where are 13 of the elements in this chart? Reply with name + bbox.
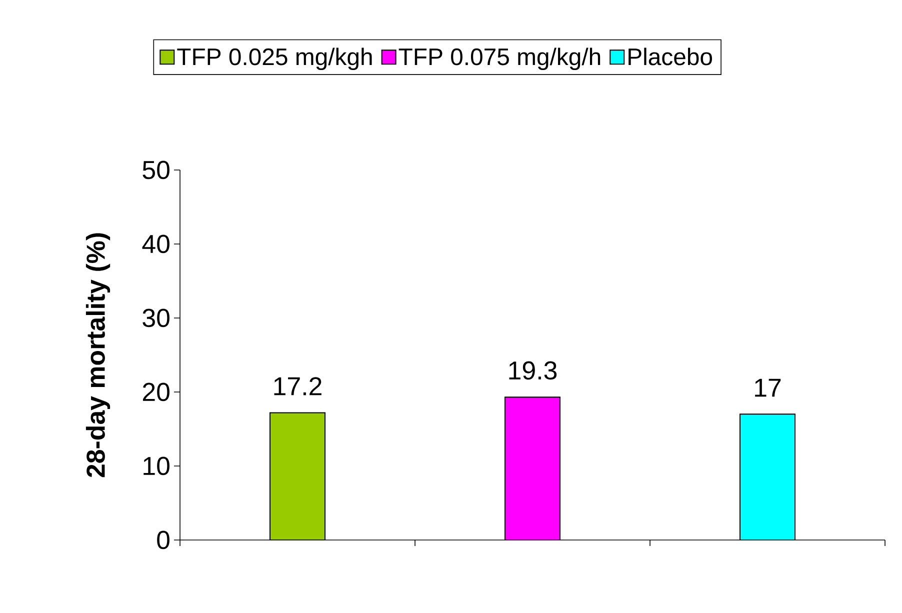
legend-label: Placebo [628, 48, 712, 66]
legend-label: TFP 0.025 mg/kgh [177, 48, 372, 70]
data-label: 17 [755, 378, 781, 397]
legend-label: TFP 0.075 mg/kg/h [398, 48, 600, 70]
y-tick-label: 10 [144, 456, 170, 476]
y-tick-label: 40 [142, 234, 170, 254]
y-tick-label: 20 [142, 382, 170, 402]
y-tick-label: 30 [142, 308, 170, 328]
y-tick-label: 0 [157, 530, 170, 550]
y-axis-title: 28-day mortality (%) [86, 233, 110, 478]
data-label: 19.3 [509, 361, 557, 380]
data-label: 17.2 [274, 377, 322, 396]
y-tick-label: 50 [142, 160, 170, 180]
